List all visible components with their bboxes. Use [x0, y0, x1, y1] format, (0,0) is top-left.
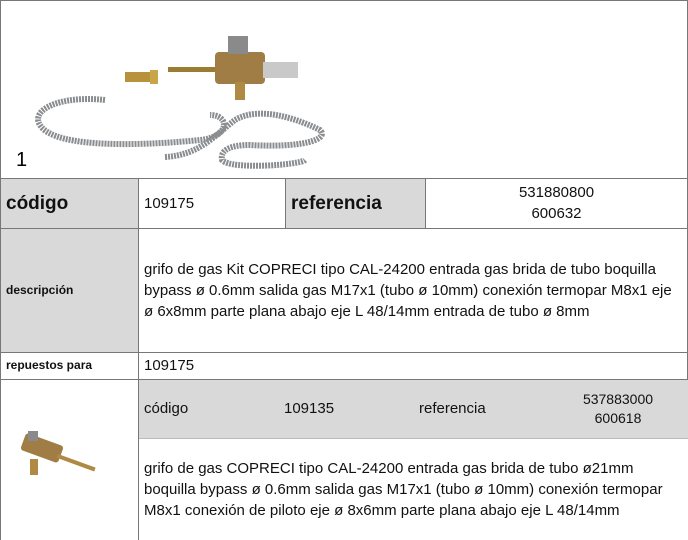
rule	[0, 0, 688, 1]
value: 537883000	[582, 390, 654, 407]
label: repuestos para	[6, 358, 93, 372]
rule	[0, 178, 688, 179]
fitting	[125, 72, 151, 82]
hose	[35, 96, 325, 169]
reference-list: 537883000 600618	[548, 379, 688, 438]
rule	[138, 438, 688, 439]
label: referencia	[413, 379, 548, 438]
rule	[0, 352, 688, 353]
value: 600618	[594, 409, 642, 426]
spare-image	[20, 431, 96, 475]
label: descripción	[0, 228, 138, 352]
image-caption: 1	[16, 149, 27, 171]
valve-inlet	[235, 82, 245, 100]
label: código	[138, 379, 278, 438]
value: 109175	[144, 357, 195, 374]
rule	[0, 379, 688, 380]
valve-outlet	[263, 62, 298, 78]
product-image: 1	[16, 36, 325, 171]
rule	[0, 228, 688, 229]
valve-body	[215, 52, 265, 84]
valve-top	[228, 36, 248, 54]
value: 600632	[531, 205, 582, 222]
rule	[0, 0, 1, 540]
value: 109175	[144, 194, 195, 212]
rule	[425, 178, 426, 228]
value: 531880800	[518, 184, 595, 201]
value: 109135	[278, 379, 413, 438]
description: grifo de gas COPRECI tipo CAL-24200 entr…	[144, 459, 663, 519]
rule	[138, 178, 139, 540]
description: grifo de gas Kit COPRECI tipo CAL-24200 …	[144, 260, 672, 320]
reference-list: 531880800 600632	[425, 178, 688, 228]
rule	[285, 178, 286, 228]
shaft	[168, 67, 218, 72]
label: código	[0, 178, 138, 228]
label: referencia	[285, 178, 425, 228]
fitting	[150, 70, 158, 84]
